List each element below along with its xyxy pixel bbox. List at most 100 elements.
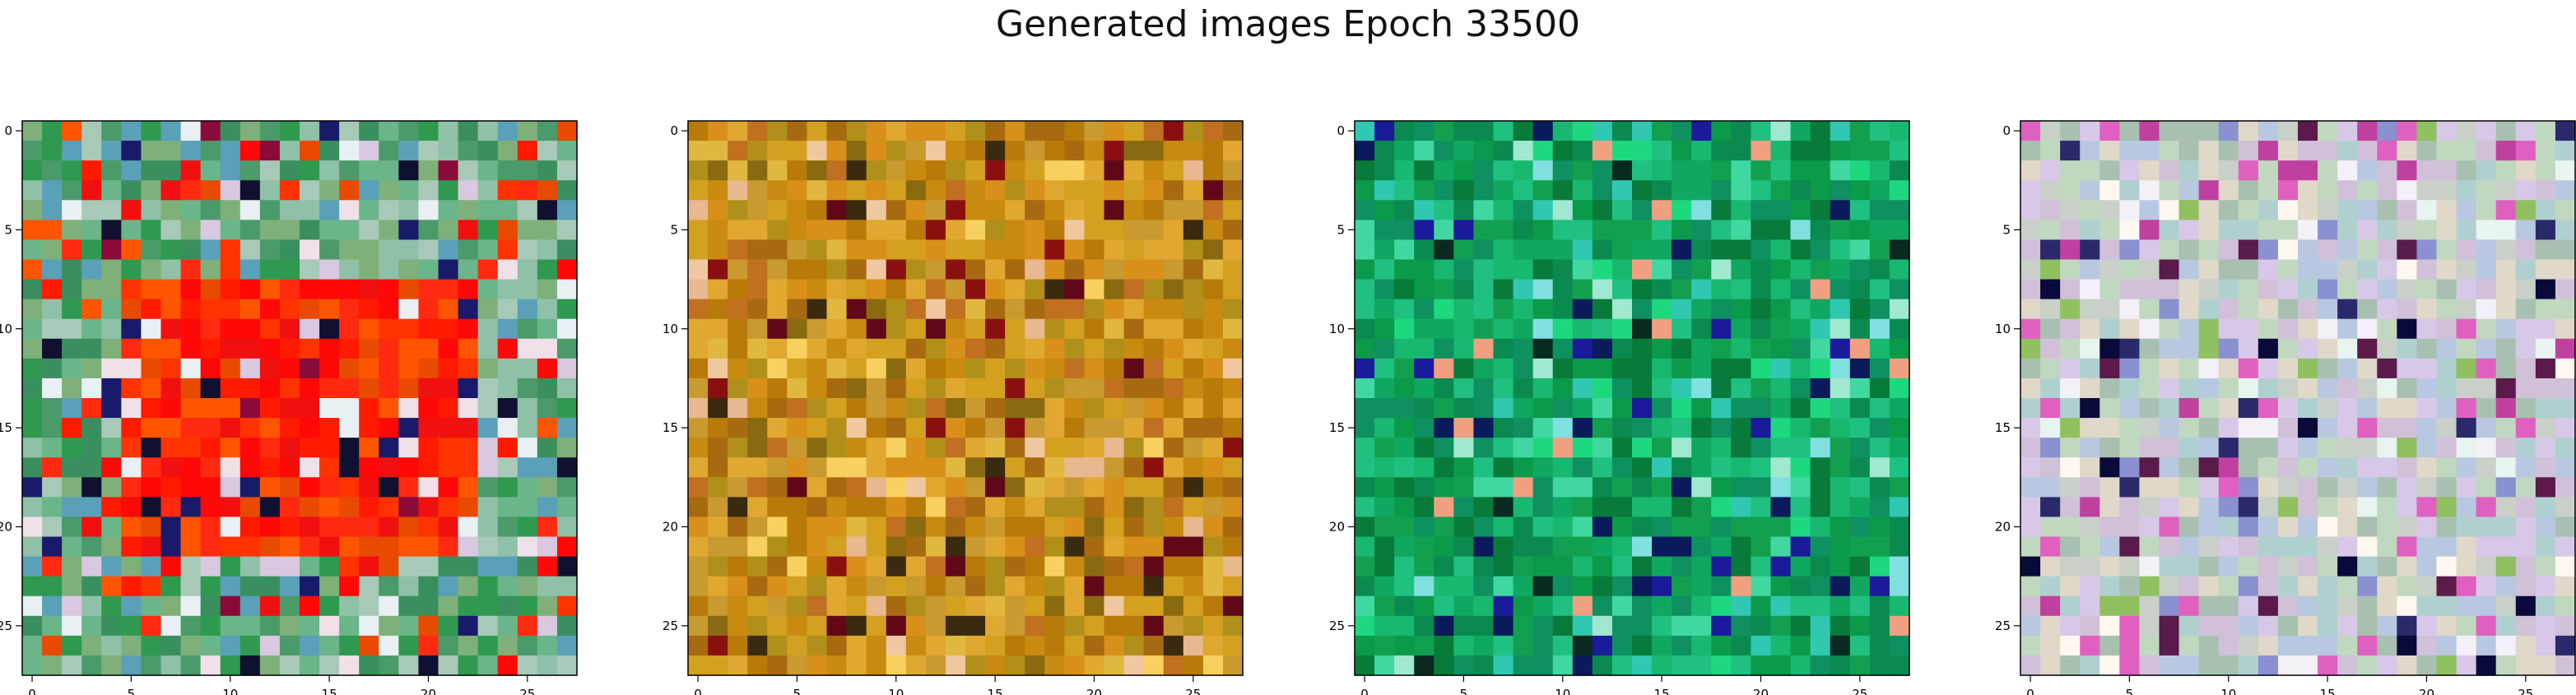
pixel-cell (2099, 220, 2120, 241)
pixel-cell (1889, 635, 1910, 656)
pixel-cell (2357, 517, 2378, 538)
pixel-cell (121, 398, 142, 419)
pixel-cell (1711, 655, 1732, 676)
pixel-cell (2456, 338, 2477, 359)
pixel-cell (2416, 576, 2438, 597)
pixel-cell (1434, 536, 1454, 558)
pixel-cell (359, 200, 379, 220)
pixel-cell (1123, 556, 1145, 577)
pixel-cell (2159, 655, 2180, 676)
pixel-cell (2397, 615, 2418, 637)
pixel-cell (1005, 160, 1025, 181)
pixel-cell (101, 259, 122, 280)
pixel-cell (398, 398, 420, 419)
pixel-cell (121, 299, 142, 320)
pixel-cell (1513, 615, 1534, 637)
pixel-cell (826, 398, 848, 419)
pixel-cell (1691, 497, 1712, 518)
pixel-cell (807, 180, 828, 201)
pixel-cell (1830, 160, 1851, 181)
pixel-cell (2515, 259, 2536, 280)
pixel-cell (1044, 635, 1065, 656)
pixel-cell (1453, 438, 1475, 458)
pixel-cell (339, 121, 360, 141)
pixel-cell (259, 121, 281, 141)
pixel-cell (1394, 318, 1415, 340)
pixel-cell (1652, 160, 1672, 181)
pixel-cell (1394, 655, 1415, 676)
pixel-cell (2515, 438, 2536, 458)
pixel-cell (180, 121, 202, 141)
pixel-cell (787, 635, 808, 656)
pixel-cell (2476, 418, 2497, 438)
pixel-cell (200, 477, 221, 498)
pixel-cell (846, 259, 867, 280)
pixel-cell (2456, 259, 2477, 280)
pixel-cell (1374, 655, 1395, 676)
pixel-cell (2099, 497, 2120, 518)
pixel-cell (1810, 200, 1831, 220)
pixel-cell (1143, 338, 1165, 359)
pixel-cell (398, 418, 420, 438)
pixel-cell (2337, 121, 2358, 141)
pixel-cell (2060, 338, 2081, 359)
pixel-cell (1652, 576, 1672, 597)
pixel-cell (1123, 576, 1145, 597)
pixel-cell (1532, 615, 1554, 637)
pixel-cell (2318, 141, 2338, 161)
pixel-cell (121, 338, 142, 359)
pixel-cell (2238, 160, 2259, 181)
pixel-cell (747, 200, 768, 220)
pixel-cell (477, 615, 499, 637)
pixel-cell (537, 457, 558, 478)
pixel-cell (220, 160, 241, 181)
pixel-cell (1084, 635, 1105, 656)
pixel-cell (2198, 318, 2220, 340)
pixel-cell (2436, 200, 2457, 220)
pixel-cell (81, 220, 102, 241)
pixel-cell (2318, 239, 2338, 261)
pixel-cell (180, 556, 202, 577)
pixel-cell (866, 418, 887, 438)
pixel-cell (1473, 180, 1495, 201)
pixel-cell (160, 141, 182, 161)
pixel-cell (1849, 457, 1871, 478)
pixel-cell (1143, 141, 1165, 161)
pixel-cell (1790, 595, 1811, 617)
pixel-cell (826, 595, 848, 617)
pixel-cell (1394, 141, 1415, 161)
pixel-cell (141, 438, 162, 458)
pixel-cell (2080, 279, 2100, 300)
pixel-cell (925, 576, 946, 597)
pixel-cell (1790, 200, 1811, 220)
pixel-cell (279, 160, 300, 181)
pixel-cell (1889, 239, 1910, 261)
pixel-cell (42, 200, 63, 220)
x-tick-label: 10 (1555, 687, 1570, 695)
pixel-cell (1222, 576, 1244, 597)
pixel-cell (1202, 398, 1224, 419)
pixel-cell (2119, 635, 2141, 656)
pixel-cell (1889, 595, 1910, 617)
pixel-cell (945, 615, 966, 637)
pixel-cell (537, 655, 558, 676)
pixel-cell (1025, 160, 1045, 181)
pixel-cell (1751, 160, 1772, 181)
pixel-cell (1394, 615, 1415, 637)
pixel-cell (1202, 299, 1224, 320)
pixel-cell (497, 556, 518, 577)
pixel-cell (62, 220, 82, 241)
pixel-cell (728, 655, 748, 676)
pixel-cell (1790, 121, 1811, 141)
pixel-cell (2020, 378, 2041, 399)
pixel-cell (180, 635, 202, 656)
pixel-cell (2495, 556, 2517, 577)
pixel-cell (1711, 536, 1732, 558)
pixel-cell (1672, 635, 1692, 656)
pixel-cell (688, 141, 709, 161)
pixel-cell (2257, 556, 2279, 577)
pixel-cell (2020, 438, 2041, 458)
pixel-cell (1005, 556, 1025, 577)
pixel-cell (846, 517, 867, 538)
pixel-cell (300, 398, 320, 419)
